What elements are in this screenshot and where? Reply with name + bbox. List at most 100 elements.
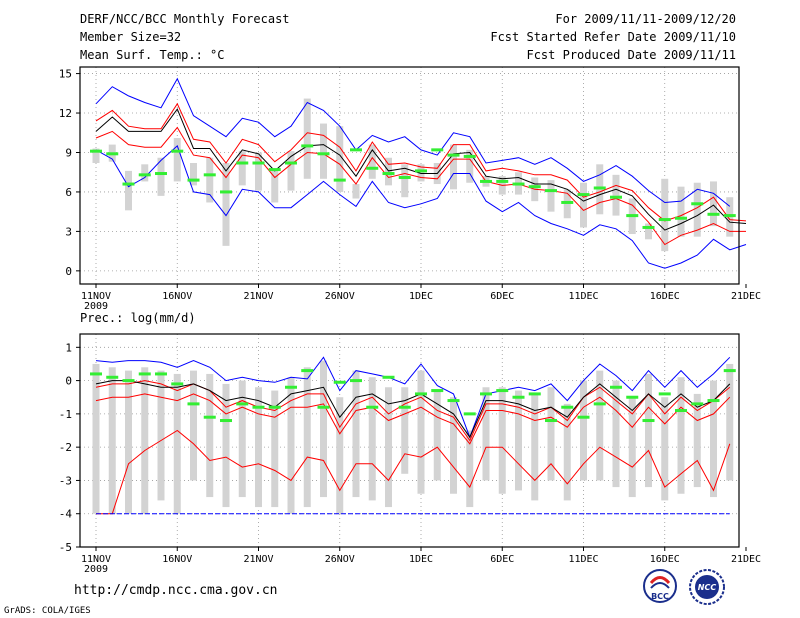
observed-marker	[366, 166, 379, 170]
ensemble-box	[238, 380, 246, 498]
ensemble-box	[206, 157, 214, 203]
ensemble-box	[141, 367, 149, 514]
y-tick-label: -1	[59, 408, 72, 421]
ensemble-box	[352, 370, 360, 498]
observed-marker	[658, 218, 671, 222]
ensemble-box	[385, 387, 392, 508]
observed-marker	[155, 172, 167, 176]
observed-marker	[642, 225, 655, 229]
observed-marker	[252, 161, 265, 165]
x-tick-label: 11DEC	[568, 291, 598, 302]
ensemble-box	[433, 390, 441, 481]
observed-marker	[382, 172, 395, 176]
x-tick-label: 26NOV	[325, 291, 355, 302]
variable-label: Mean Surf. Temp.: °C	[80, 48, 225, 62]
observed-marker	[301, 144, 314, 148]
ensemble-box	[368, 377, 376, 501]
x-tick-label: 11NOV	[81, 554, 111, 565]
observed-marker	[675, 409, 687, 413]
ensemble-box	[547, 387, 555, 481]
ensemble-box	[612, 174, 620, 216]
observed-marker	[447, 153, 460, 157]
observed-marker	[285, 161, 297, 165]
y-tick-label: -2	[59, 441, 72, 454]
ensemble-box	[563, 403, 571, 501]
ensemble-box	[108, 367, 116, 514]
observed-marker	[626, 395, 639, 399]
ensemble-box	[92, 363, 100, 514]
series-p5-line	[95, 126, 746, 246]
x-tick-label: 6DEC	[490, 554, 514, 565]
ensemble-box	[580, 182, 587, 228]
ensemble-box	[401, 164, 409, 198]
started-refer-date: Fcst Started Refer Date 2009/11/10	[490, 30, 736, 44]
x-tick-label: 11DEC	[568, 554, 598, 565]
x-tick-label: 21DEC	[731, 291, 761, 302]
observed-marker	[415, 392, 427, 396]
observed-marker	[350, 148, 362, 152]
observed-marker	[138, 173, 151, 177]
ensemble-box	[271, 390, 279, 508]
ensemble-box	[515, 390, 522, 491]
observed-marker	[155, 372, 167, 376]
x-tick-label: 16DEC	[650, 291, 680, 302]
observed-marker	[203, 415, 216, 419]
series-min-line	[95, 145, 747, 269]
observed-marker	[366, 405, 379, 409]
forecast-range: For 2009/11/11-2009/12/20	[555, 12, 736, 26]
ensemble-box	[320, 123, 327, 179]
observed-marker	[317, 405, 330, 409]
observed-marker	[463, 412, 476, 416]
observed-marker	[106, 375, 119, 379]
ensemble-box	[693, 182, 701, 237]
x-tick-label: 11NOV	[81, 291, 111, 302]
observed-marker	[626, 214, 639, 218]
observed-marker	[545, 189, 557, 193]
x-tick-label: 6DEC	[490, 291, 514, 302]
ensemble-box	[190, 163, 197, 186]
y-tick-label: 0	[65, 375, 72, 388]
ensemble-box	[710, 380, 717, 498]
observed-marker	[512, 182, 525, 186]
observed-marker	[350, 379, 362, 383]
observed-marker	[561, 405, 574, 409]
x-tick-label: 26NOV	[325, 554, 355, 565]
ensemble-box	[628, 397, 636, 498]
ensemble-box	[661, 178, 669, 252]
ensemble-box	[368, 144, 376, 179]
ensemble-box	[255, 152, 262, 191]
ensemble-box	[645, 223, 652, 240]
observed-marker	[285, 385, 297, 389]
observed-marker	[138, 372, 151, 376]
ensemble-box	[580, 380, 587, 481]
observed-marker	[268, 168, 281, 172]
ensemble-box	[710, 181, 717, 227]
ensemble-box	[482, 387, 490, 481]
x-tick-label: 16NOV	[162, 554, 192, 565]
series-p_low-line	[96, 429, 731, 515]
observed-marker	[610, 195, 622, 199]
ensemble-box	[92, 148, 100, 164]
observed-marker	[480, 179, 492, 183]
ensemble-box	[677, 377, 685, 494]
observed-marker	[220, 190, 232, 194]
y-tick-label: 6	[65, 186, 72, 199]
ensemble-box	[336, 126, 344, 192]
observed-marker	[496, 179, 509, 183]
ensemble-box	[661, 397, 669, 501]
ensemble-box	[531, 393, 539, 501]
x-tick-sublabel: 2009	[84, 564, 108, 575]
observed-marker	[723, 214, 736, 218]
observed-marker	[561, 200, 574, 204]
ensemble-box	[222, 383, 230, 508]
ensemble-box	[222, 163, 230, 246]
observed-marker	[675, 216, 687, 220]
x-tick-label: 1DEC	[409, 291, 433, 302]
x-tick-label: 16DEC	[650, 554, 680, 565]
footer-url[interactable]: http://cmdp.ncc.cma.gov.cn	[74, 583, 278, 598]
observed-marker	[382, 375, 395, 379]
ensemble-box	[547, 180, 555, 212]
ncc-logo-text: NCC	[698, 583, 717, 592]
